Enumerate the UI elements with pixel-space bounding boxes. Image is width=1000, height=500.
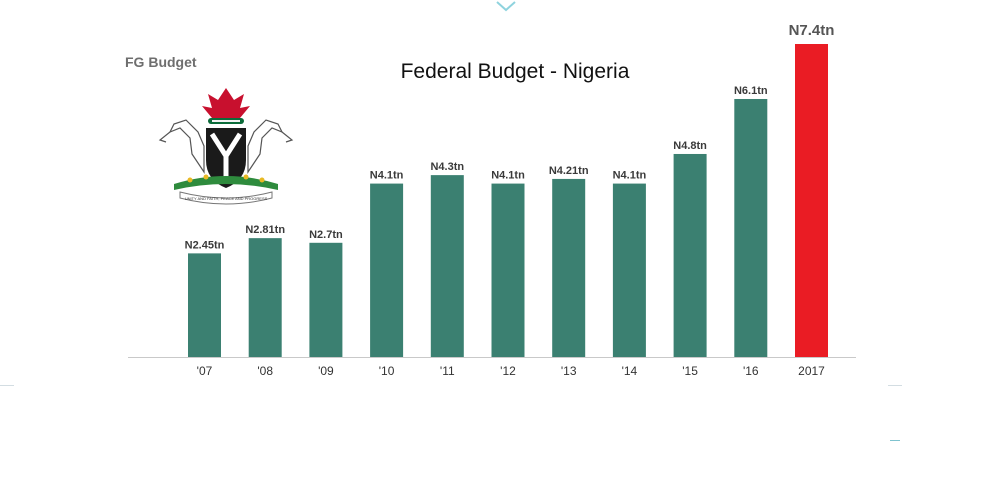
bar-10 xyxy=(795,44,828,357)
chart-title: Federal Budget - Nigeria xyxy=(400,60,630,83)
x-tick-label-0: '07 xyxy=(197,364,213,378)
bar-2 xyxy=(309,242,343,357)
bar-3 xyxy=(370,183,404,357)
data-label-0: N2.45tn xyxy=(185,239,225,251)
bar-6 xyxy=(552,178,586,357)
left-edge-line xyxy=(0,385,14,386)
coat-of-arms-logo: UNITY AND FAITH, PEACE AND PROGRESS xyxy=(158,88,294,205)
bar-1 xyxy=(248,238,282,357)
data-label-4: N4.3tn xyxy=(430,161,464,173)
bar-4 xyxy=(430,175,464,357)
x-tick-label-4: '11 xyxy=(440,364,455,378)
bar-9 xyxy=(734,98,768,358)
x-tick-label-8: '15 xyxy=(682,364,698,378)
bar-7 xyxy=(612,183,646,357)
x-tick-label-3: '10 xyxy=(379,364,395,378)
data-label-10: N7.4tn xyxy=(789,22,835,39)
bar-5 xyxy=(491,183,525,357)
crest-motto: UNITY AND FAITH, PEACE AND PROGRESS xyxy=(185,196,268,201)
x-tick-label-5: '12 xyxy=(500,364,516,378)
bar-8 xyxy=(673,153,707,357)
chevron-down-icon xyxy=(496,1,516,12)
data-label-2: N2.7tn xyxy=(309,229,343,241)
x-tick-label-2: '09 xyxy=(318,364,334,378)
x-tick-label-9: '16 xyxy=(743,364,759,378)
data-label-6: N4.21tn xyxy=(549,165,589,177)
x-tick-label-10: 2017 xyxy=(798,364,825,378)
x-tick-label-6: '13 xyxy=(561,364,577,378)
x-tick-label-7: '14 xyxy=(622,364,638,378)
data-label-1: N2.81tn xyxy=(245,224,285,236)
right-edge-mark xyxy=(890,440,900,441)
right-edge-line xyxy=(888,385,902,386)
x-tick-label-1: '08 xyxy=(257,364,273,378)
data-label-5: N4.1tn xyxy=(491,170,525,182)
data-label-7: N4.1tn xyxy=(613,170,647,182)
data-label-3: N4.1tn xyxy=(370,170,404,182)
chart-caption: FG Budget xyxy=(125,54,197,70)
bar-0 xyxy=(188,253,221,357)
data-label-8: N4.8tn xyxy=(673,140,707,152)
data-label-9: N6.1tn xyxy=(734,85,768,97)
